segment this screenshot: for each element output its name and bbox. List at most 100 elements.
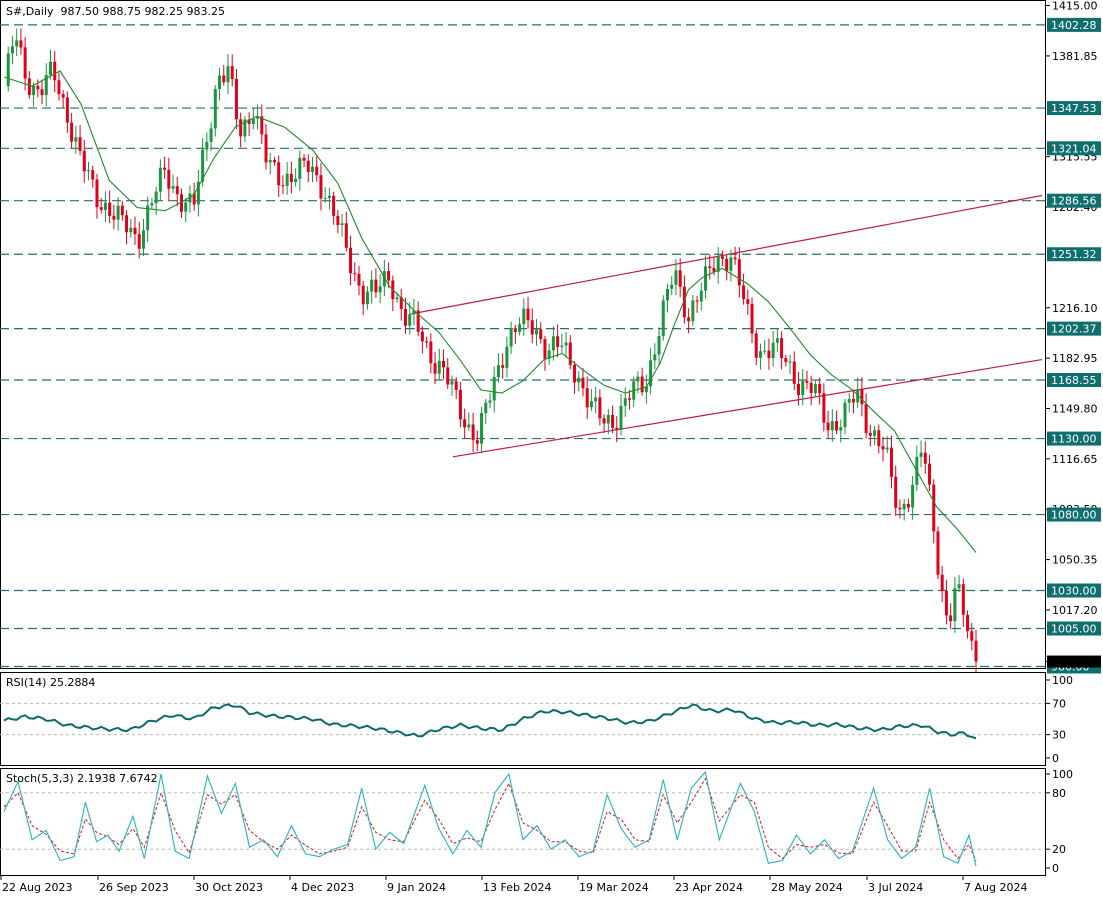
- bear-candle: [315, 166, 319, 176]
- bear-candle: [923, 452, 927, 464]
- bull-candle: [661, 300, 665, 337]
- bear-candle: [302, 157, 306, 161]
- candlesticks: [6, 28, 978, 673]
- bear-candle: [167, 169, 171, 189]
- bear-candle: [454, 381, 458, 390]
- bull-candle: [670, 284, 674, 289]
- bull-candle: [437, 360, 441, 374]
- bear-candle: [835, 421, 839, 431]
- bull-candle: [691, 300, 695, 322]
- bull-candle: [847, 398, 851, 403]
- bear-candle: [120, 205, 124, 216]
- bull-candle: [911, 484, 915, 508]
- bull-candle: [218, 75, 222, 89]
- bull-candle: [365, 291, 369, 305]
- bull-candle: [813, 384, 817, 394]
- bear-candle: [611, 414, 615, 428]
- bull-candle: [649, 360, 653, 387]
- bear-candle: [780, 338, 784, 359]
- bear-candle: [344, 223, 348, 248]
- bear-candle: [881, 446, 885, 450]
- symbol-timeframe: S#,Daily: [6, 5, 54, 18]
- bull-candle: [103, 202, 107, 210]
- price-panel-frame: [0, 0, 1046, 669]
- bear-candle: [860, 389, 864, 405]
- bull-candle: [294, 178, 298, 183]
- bull-candle: [251, 118, 255, 124]
- bull-candle: [716, 256, 720, 272]
- bull-candle: [830, 421, 834, 431]
- date-tick-label: 3 Jul 2024: [868, 881, 923, 894]
- bull-candle: [957, 584, 961, 589]
- bull-candle: [226, 66, 230, 83]
- bear-candle: [746, 299, 750, 304]
- bear-candle: [627, 398, 631, 400]
- date-tick-label: 23 Apr 2024: [675, 881, 743, 894]
- bear-candle: [889, 447, 893, 477]
- bear-candle: [568, 342, 572, 365]
- bear-candle: [539, 329, 543, 340]
- bear-candle: [192, 193, 196, 205]
- bull-candle: [141, 230, 145, 249]
- bull-candle: [48, 61, 52, 75]
- stoch-signal-line: [3, 777, 977, 861]
- bear-candle: [737, 259, 741, 286]
- bull-candle: [763, 350, 767, 352]
- bear-candle: [82, 150, 86, 172]
- bear-candle: [281, 185, 285, 187]
- date-tick-label: 4 Dec 2023: [291, 881, 354, 894]
- bull-candle: [657, 336, 661, 355]
- bear-candle: [260, 116, 264, 135]
- bear-candle: [695, 300, 699, 302]
- bull-candle: [518, 324, 522, 332]
- level-tag: [1047, 101, 1101, 116]
- bear-candle: [336, 215, 340, 226]
- bull-candle: [919, 452, 923, 457]
- price-tick-label: 1216.10: [1052, 302, 1098, 315]
- bull-candle: [885, 447, 889, 450]
- stoch-panel-frame: [0, 768, 1046, 876]
- stoch-tick-label: 80: [1052, 787, 1066, 800]
- bull-candle: [653, 354, 657, 361]
- bear-candle: [720, 256, 724, 259]
- bear-candle: [598, 397, 602, 419]
- date-tick-label: 22 Aug 2023: [2, 881, 72, 894]
- bear-candle: [65, 97, 69, 123]
- bear-candle: [750, 303, 754, 334]
- price-tick-label: 1381.85: [1052, 50, 1098, 63]
- channel-line: [452, 358, 1043, 458]
- bull-candle: [154, 191, 158, 204]
- price-tick-label: 1116.65: [1052, 453, 1098, 466]
- bear-candle: [40, 89, 44, 96]
- bear-candle: [767, 350, 771, 359]
- bear-candle: [23, 47, 27, 79]
- bull-candle: [839, 427, 843, 431]
- date-tick-label: 26 Sep 2023: [99, 881, 169, 894]
- bear-candle: [822, 393, 826, 423]
- price-tick-label: 1050.35: [1052, 554, 1098, 567]
- bull-candle: [412, 310, 416, 315]
- bull-candle: [619, 405, 623, 431]
- bull-candle: [505, 346, 509, 368]
- level-tag: [1047, 17, 1101, 32]
- bear-candle: [970, 631, 974, 641]
- bear-candle: [581, 377, 585, 389]
- bear-candle: [940, 574, 944, 591]
- bear-candle: [754, 333, 758, 358]
- bull-candle: [15, 40, 19, 47]
- bear-candle: [712, 267, 716, 272]
- bear-candle: [230, 66, 234, 79]
- bear-candle: [19, 40, 23, 48]
- bear-candle: [91, 170, 95, 180]
- bear-candle: [332, 195, 336, 216]
- bull-candle: [243, 119, 247, 137]
- bull-candle: [146, 205, 150, 231]
- bull-candle: [205, 141, 209, 150]
- bear-candle: [357, 273, 361, 286]
- bear-candle: [877, 430, 881, 447]
- bull-candle: [370, 279, 374, 292]
- bear-candle: [966, 614, 970, 632]
- channel-line: [410, 194, 1043, 315]
